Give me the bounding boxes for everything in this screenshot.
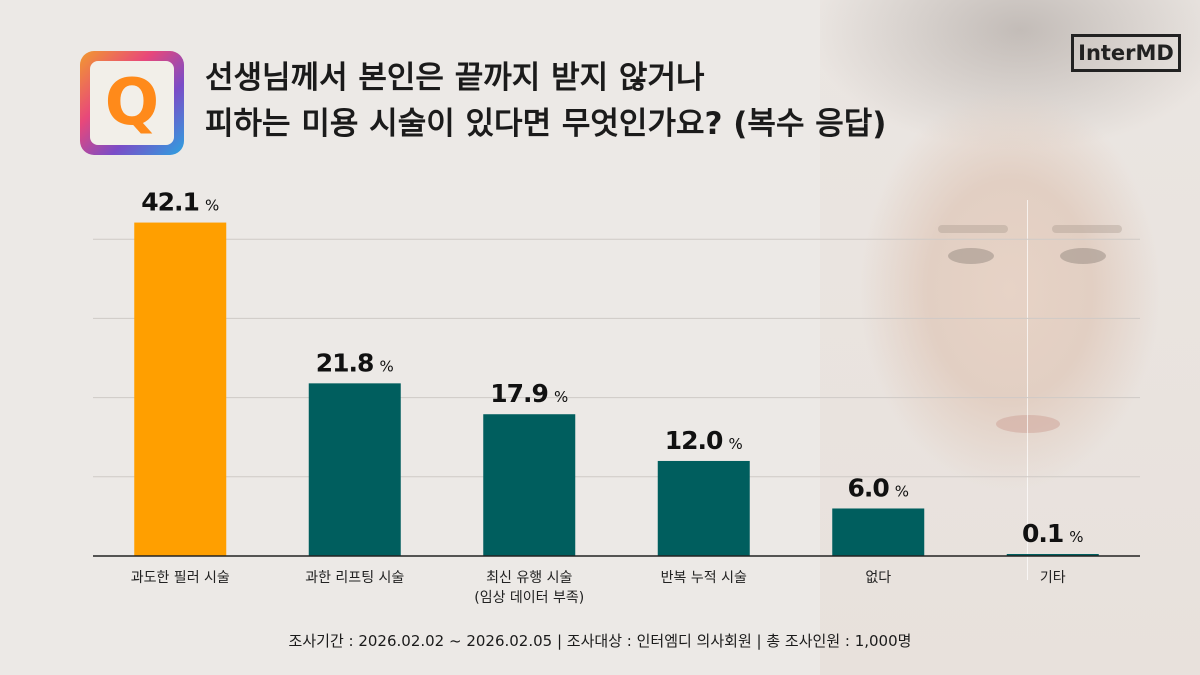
value-number: 6.0 [847,473,889,502]
bar-3 [483,414,576,556]
question-badge: Q [80,51,184,155]
left-eye [948,248,994,264]
page-title: 선생님께서 본인은 끝까지 받지 않거나 피하는 미용 시술이 있다면 무엇인가… [205,55,1065,147]
background-portrait [820,0,1200,675]
left-brow [938,225,1008,233]
value-unit: % [205,197,219,215]
value-number: 12.0 [665,426,723,455]
question-badge-inner: Q [90,61,174,145]
category-label-2: 과한 리프팅 시술 [305,570,404,586]
value-label-5: 6.0% [847,473,909,502]
value-unit: % [554,388,568,406]
right-brow [1052,225,1122,233]
category-label-5: 없다 [865,570,891,586]
category-label-4: 반복 누적 시술 [661,570,747,586]
value-label-1: 42.1% [141,188,219,217]
bar-6 [1006,554,1099,556]
category-label-3: 최신 유행 시술 [486,570,572,586]
lips [996,415,1060,433]
bar-1 [134,222,227,556]
center-line [1027,200,1028,580]
value-unit: % [1069,528,1083,546]
bar-4 [657,460,750,556]
category-label-6: 기타 [1040,570,1066,586]
value-label-3: 17.9% [490,379,568,408]
question-mark: Q [104,66,160,140]
title-line-1: 선생님께서 본인은 끝까지 받지 않거나 [205,60,705,96]
value-label-2: 21.8% [316,348,394,377]
right-eye [1060,248,1106,264]
category-label-1: 과도한 필러 시술 [131,570,230,586]
value-label-4: 12.0% [665,426,743,455]
value-number: 21.8 [316,348,374,377]
value-number: 17.9 [490,379,548,408]
brand-logo: InterMD [1071,34,1181,72]
title-line-2: 피하는 미용 시술이 있다면 무엇인가요? (복수 응답) [205,106,887,142]
value-unit: % [895,482,909,500]
category-label-3: (임상 데이터 부족) [474,590,584,606]
bar-2 [308,383,401,556]
value-number: 42.1 [141,188,199,217]
value-label-6: 0.1% [1022,519,1084,548]
bar-5 [832,508,925,556]
value-number: 0.1 [1022,519,1063,548]
value-unit: % [728,435,742,453]
value-unit: % [379,357,393,375]
survey-footer: 조사기간 : 2026.02.02 ~ 2026.02.05 | 조사대상 : … [288,632,912,650]
